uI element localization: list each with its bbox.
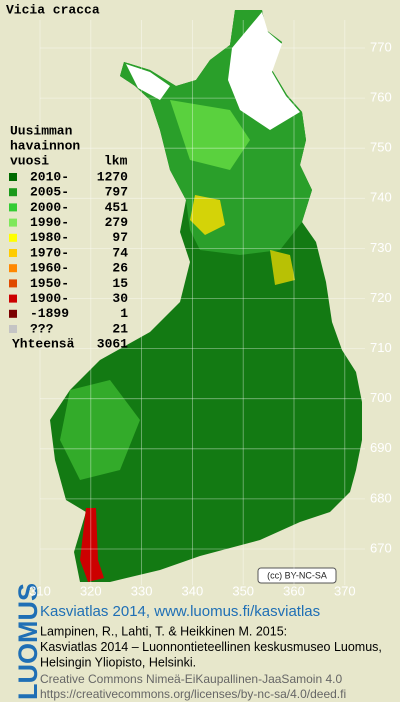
legend-label: 1950-	[30, 276, 69, 291]
legend-swatch	[9, 218, 17, 227]
northing-label: 680	[370, 490, 392, 505]
legend-count: 1270	[97, 169, 128, 184]
legend-label: 2005-	[30, 185, 69, 200]
legend-label: -1899	[30, 306, 69, 321]
license-line: https://creativecommons.org/licenses/by-…	[40, 687, 346, 701]
legend-count: 26	[112, 261, 128, 276]
legend-label: 1990-	[30, 215, 69, 230]
citation-line: Kasviatlas 2014 – Luonnontieteellinen ke…	[40, 640, 382, 654]
northing-label: 720	[370, 290, 392, 305]
license-badge	[257, 567, 337, 584]
legend-label: 1900-	[30, 291, 69, 306]
easting-label: 340	[182, 583, 204, 598]
legend-count: 279	[105, 215, 129, 230]
legend-label: 1960-	[30, 261, 69, 276]
legend-heading: havainnon	[10, 138, 80, 153]
legend-count: 21	[112, 321, 128, 336]
easting-label: 360	[283, 583, 305, 598]
legend-total-label: Yhteensä	[12, 336, 75, 351]
citation-line: Lampinen, R., Lahti, T. & Heikkinen M. 2…	[40, 624, 287, 638]
northing-label: 690	[370, 440, 392, 455]
legend-total: 3061	[97, 336, 128, 351]
northing-label: 670	[370, 540, 392, 555]
legend-swatch	[9, 264, 17, 273]
species-title: Vicia cracca	[6, 2, 100, 17]
yellow-patch	[190, 195, 225, 235]
northing-label: 750	[370, 140, 392, 155]
legend-swatch	[9, 279, 17, 288]
red-patch	[80, 508, 104, 582]
license-badge-text: (cc) BY-NC-SA	[267, 570, 327, 580]
legend-swatch	[9, 203, 17, 212]
arctic-area	[228, 12, 300, 130]
legend-label: ???	[30, 321, 54, 336]
legend-label: 2000-	[30, 200, 69, 215]
legend-heading: Uusimman	[10, 123, 73, 138]
northing-label: 770	[370, 39, 392, 54]
legend-label: 2010-	[30, 169, 69, 184]
light-patch	[60, 380, 140, 480]
map	[50, 10, 362, 582]
legend-heading: vuosi	[10, 153, 49, 168]
legend-count: 1	[120, 306, 128, 321]
legend-swatch	[9, 249, 17, 257]
yellow-patch	[270, 250, 295, 285]
legend-swatch	[9, 188, 17, 197]
easting-label: 320	[80, 583, 102, 598]
atlas-link: Kasviatlas 2014, www.luomus.fi/kasviatla…	[40, 603, 320, 620]
northing-label: 730	[370, 240, 392, 255]
north-area	[126, 64, 170, 100]
northing-label: 740	[370, 190, 392, 205]
northing-label: 700	[370, 390, 392, 405]
legend-swatch	[9, 309, 17, 318]
legend-swatch	[9, 173, 17, 181]
legend-count-heading: lkm	[104, 153, 128, 168]
northing-label: 760	[370, 90, 392, 105]
legend-count: 74	[112, 245, 128, 260]
easting-label: 370	[334, 583, 356, 598]
legend-swatch	[9, 294, 17, 303]
easting-label: 330	[131, 583, 153, 598]
license-line: Creative Commons Nimeä-EiKaupallinen-Jaa…	[40, 672, 342, 686]
northing-label: 710	[370, 340, 392, 355]
legend-count: 30	[112, 291, 128, 306]
easting-label: 310	[29, 583, 51, 598]
legend-swatch	[9, 233, 17, 242]
citation-line: Helsingin Yliopisto, Helsinki.	[40, 655, 196, 669]
light-patch	[170, 100, 250, 170]
legend-label: 1970-	[30, 245, 69, 260]
legend-count: 15	[112, 276, 128, 291]
legend-label: 1980-	[30, 230, 69, 245]
legend-count: 797	[105, 185, 128, 200]
easting-label: 350	[232, 583, 254, 598]
logo: LUOMUS	[13, 583, 43, 700]
legend-count: 97	[112, 230, 128, 245]
legend-swatch	[9, 325, 17, 333]
legend-count: 451	[105, 200, 129, 215]
